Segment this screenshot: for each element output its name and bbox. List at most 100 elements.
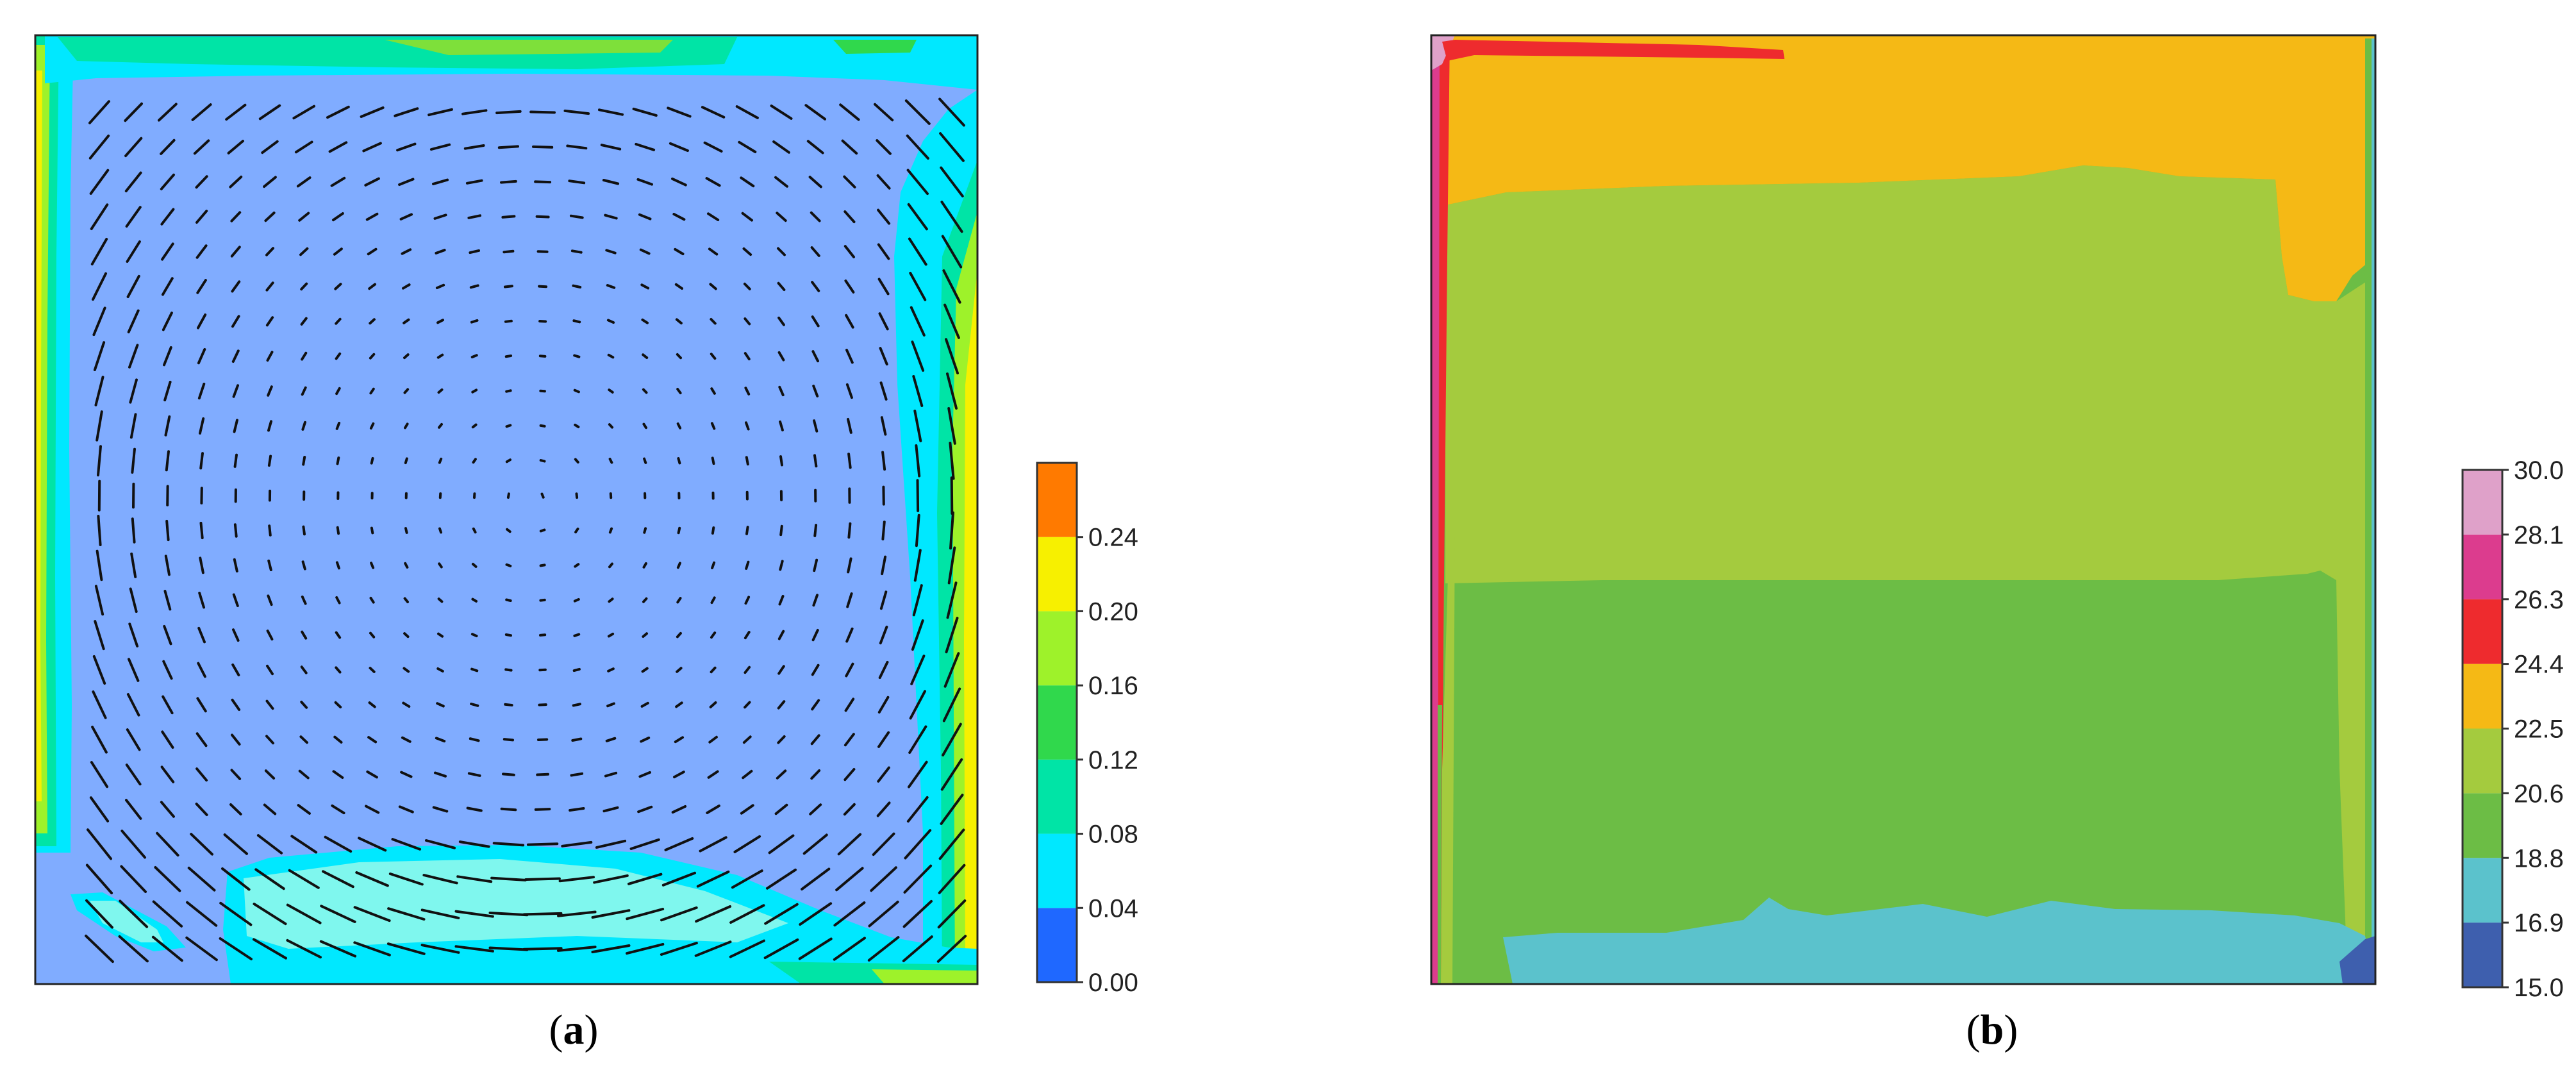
panel-b-floor-zone (1503, 898, 2375, 984)
velocity-vector (813, 524, 818, 537)
velocity-vector (436, 319, 444, 324)
velocity-vector (607, 632, 615, 638)
velocity-vector (709, 701, 717, 708)
velocity-vector (88, 100, 110, 124)
velocity-vector (709, 283, 717, 290)
velocity-vector (573, 633, 581, 637)
velocity-vector (529, 110, 556, 114)
velocity-vector (368, 701, 376, 708)
velocity-vector (872, 832, 895, 856)
velocity-vector (164, 415, 171, 437)
velocity-vector (908, 760, 928, 789)
velocity-vector (420, 908, 460, 919)
velocity-vector (911, 340, 925, 372)
colorbar-band (2463, 534, 2502, 599)
velocity-vector (328, 141, 348, 153)
velocity-vector (94, 376, 104, 406)
velocity-vector (660, 906, 698, 922)
velocity-vector (572, 667, 581, 672)
velocity-vector (131, 517, 136, 544)
velocity-vector (420, 944, 460, 954)
velocity-vector (770, 104, 793, 120)
velocity-vector (845, 348, 854, 364)
colorbar-band (1037, 611, 1077, 686)
velocity-vector (231, 315, 240, 328)
velocity-vector (810, 246, 820, 257)
velocity-vector (876, 801, 891, 817)
velocity-vector (360, 106, 385, 118)
velocity-vector (906, 134, 929, 160)
velocity-vector (89, 796, 110, 822)
velocity-vector (370, 562, 375, 569)
panel-a-background (35, 35, 977, 984)
velocity-vector (744, 631, 751, 640)
velocity-vector (938, 828, 965, 860)
velocity-vector (632, 107, 658, 117)
velocity-vector (606, 702, 615, 708)
velocity-vector (229, 803, 242, 815)
velocity-vector (626, 908, 665, 921)
velocity-vector (940, 201, 963, 233)
velocity-vector (676, 597, 682, 604)
velocity-vector (802, 833, 828, 855)
velocity-vector (710, 596, 716, 605)
velocity-vector (404, 562, 409, 569)
velocity-vector (301, 630, 308, 640)
velocity-vector (300, 282, 308, 291)
velocity-vector (432, 806, 449, 813)
velocity-vector (812, 385, 819, 397)
velocity-vector (163, 346, 172, 367)
velocity-vector (388, 872, 424, 886)
panel-b-ceiling-plume (1442, 40, 1784, 61)
velocity-vector (833, 901, 866, 927)
velocity-vector (398, 178, 415, 186)
velocity-vector (299, 247, 309, 256)
velocity-vector (674, 283, 683, 290)
velocity-vector (839, 103, 860, 121)
velocity-vector (470, 703, 479, 707)
velocity-vector (561, 840, 593, 847)
velocity-vector (703, 141, 723, 153)
velocity-vector (777, 247, 786, 256)
velocity-vector (267, 594, 273, 606)
velocity-vector (637, 805, 653, 814)
velocity-vector (301, 560, 306, 571)
velocity-vector (881, 451, 886, 471)
velocity-vector (768, 834, 795, 855)
velocity-vector (946, 581, 958, 619)
velocity-vector (186, 901, 218, 927)
velocity-vector (876, 174, 891, 190)
velocity-vector (667, 106, 692, 118)
velocity-vector (629, 838, 660, 850)
velocity-vector (353, 906, 391, 923)
velocity-vector (92, 306, 106, 337)
velocity-vector (779, 560, 784, 571)
velocity-vector (401, 248, 412, 255)
velocity-vector (843, 768, 856, 781)
velocity-vector (642, 422, 647, 430)
velocity-vector (539, 459, 546, 463)
panel-b-caption: (b) (1966, 1006, 2018, 1053)
velocity-vector (369, 667, 376, 673)
velocity-vector (190, 833, 213, 856)
velocity-vector (904, 829, 932, 860)
panel-a-caption: (a) (549, 1006, 599, 1053)
velocity-vector (774, 176, 788, 188)
velocity-vector (843, 175, 856, 188)
velocity-vector (471, 597, 478, 603)
velocity-vector (232, 384, 239, 398)
velocity-vector (231, 280, 241, 293)
velocity-vector (744, 665, 751, 674)
velocity-vector (695, 905, 732, 923)
velocity-vector (490, 876, 527, 881)
velocity-vector (915, 513, 920, 547)
velocity-vector (843, 245, 855, 258)
velocity-vector (868, 900, 899, 928)
velocity-vector (595, 839, 627, 849)
velocity-vector (125, 799, 142, 820)
colorbar-tick-label: 28.1 (2514, 521, 2564, 549)
velocity-vector (742, 769, 753, 780)
velocity-vector (574, 563, 580, 568)
velocity-vector (298, 769, 310, 780)
velocity-vector (335, 561, 340, 570)
